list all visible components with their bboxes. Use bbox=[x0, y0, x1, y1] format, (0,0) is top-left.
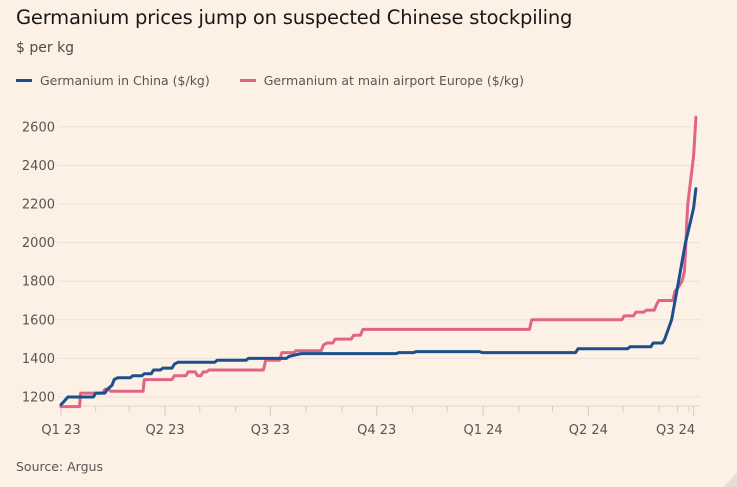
legend-swatch-europe bbox=[239, 79, 256, 82]
y-axis: 1200 1400 1600 1800 2000 2200 2400 2600 bbox=[22, 120, 55, 405]
x-axis: Q1 23 Q2 23 Q3 23 Q4 23 Q1 24 Q2 24 Q3 24 bbox=[41, 405, 700, 438]
source-note: Source: Argus bbox=[16, 459, 103, 474]
legend-item-europe: Germanium at main airport Europe ($/kg) bbox=[239, 73, 524, 88]
chart-title: Germanium prices jump on suspected Chine… bbox=[16, 6, 573, 29]
y-tick-label-1600: 1600 bbox=[22, 313, 55, 328]
series-line-europe bbox=[59, 115, 698, 409]
legend-item-china: Germanium in China ($/kg) bbox=[16, 73, 210, 88]
y-tick-label-2400: 2400 bbox=[22, 159, 55, 174]
series-line-china bbox=[59, 187, 698, 407]
series-group bbox=[59, 115, 698, 409]
x-tick-label-q1-23: Q1 23 bbox=[41, 423, 80, 438]
x-tick-label-q3-24: Q3 24 bbox=[656, 423, 695, 438]
x-tick-label-q1-24: Q1 24 bbox=[464, 423, 503, 438]
chart-subtitle: $ per kg bbox=[16, 40, 75, 56]
x-tick-label-q2-24: Q2 24 bbox=[569, 423, 608, 438]
y-tick-label-2200: 2200 bbox=[22, 198, 55, 213]
legend: Germanium in China ($/kg) Germanium at m… bbox=[16, 73, 554, 88]
page-curl-decoration bbox=[723, 473, 737, 487]
x-tick-label-q2-23: Q2 23 bbox=[145, 423, 184, 438]
y-tick-label-2000: 2000 bbox=[22, 236, 55, 251]
legend-swatch-china bbox=[16, 79, 32, 82]
x-tick-label-q4-23: Q4 23 bbox=[357, 423, 396, 438]
gridlines bbox=[58, 126, 700, 398]
legend-label-europe: Germanium at main airport Europe ($/kg) bbox=[263, 73, 524, 88]
y-tick-label-1400: 1400 bbox=[22, 352, 55, 367]
y-tick-label-1200: 1200 bbox=[22, 391, 55, 406]
legend-label-china: Germanium in China ($/kg) bbox=[40, 73, 210, 88]
y-tick-label-2600: 2600 bbox=[22, 120, 55, 135]
y-tick-label-1800: 1800 bbox=[22, 275, 55, 290]
x-tick-label-q3-23: Q3 23 bbox=[251, 423, 290, 438]
